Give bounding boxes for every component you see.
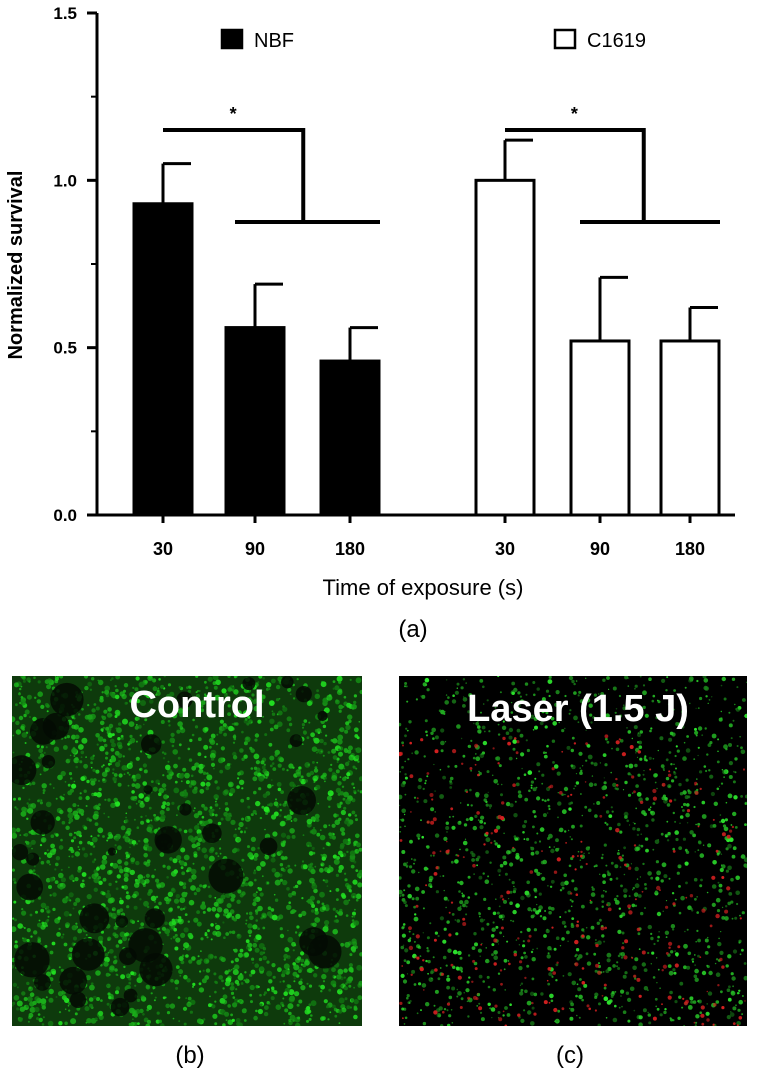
legend-label-c1619: C1619 [587, 30, 646, 52]
x-tick-label: 90 [590, 539, 610, 559]
laser-micrograph: Laser (1.5 J) [399, 676, 747, 1026]
significance-bracket [163, 128, 306, 222]
y-tick-label: 0.5 [53, 339, 77, 358]
bar-c1619-30 [474, 178, 536, 517]
bar-chart: 0.0 0.5 1.0 1.5 Normalized survival Time of e… [5, 4, 735, 600]
y-tick-label: 1.0 [53, 171, 77, 190]
bar-nbf-90 [224, 326, 286, 517]
x-tick-label: 30 [153, 539, 173, 559]
panel-a-label: (a) [398, 616, 428, 643]
bar-c1619-180 [659, 339, 721, 517]
significance-bracket [505, 128, 646, 222]
legend-swatch-c1619 [553, 28, 577, 50]
significance-marker: * [230, 104, 237, 124]
bar-nbf-30 [132, 202, 194, 517]
bar-nbf-180 [319, 359, 381, 517]
panel-b-label: (b) [175, 1042, 205, 1069]
y-tick-label: 0.0 [53, 506, 77, 525]
laser-title: Laser (1.5 J) [467, 688, 689, 730]
x-tick-label: 180 [675, 539, 705, 559]
laser-fluorescence-image [399, 676, 747, 1026]
significance-marker: * [571, 104, 578, 124]
x-axis-label: Time of exposure (s) [323, 575, 524, 600]
x-tick-label: 30 [495, 539, 515, 559]
x-tick-label: 90 [245, 539, 265, 559]
y-tick-label: 1.5 [53, 4, 77, 23]
legend-swatch-nbf [220, 28, 244, 50]
control-fluorescence-image [12, 676, 362, 1026]
control-micrograph: Control [12, 676, 362, 1026]
control-title: Control [129, 684, 265, 726]
legend-label-nbf: NBF [254, 30, 294, 52]
x-tick-label: 180 [335, 539, 365, 559]
y-axis-label: Normalized survival [5, 171, 27, 360]
panel-c-label: (c) [556, 1042, 584, 1069]
bar-c1619-90 [569, 339, 631, 517]
